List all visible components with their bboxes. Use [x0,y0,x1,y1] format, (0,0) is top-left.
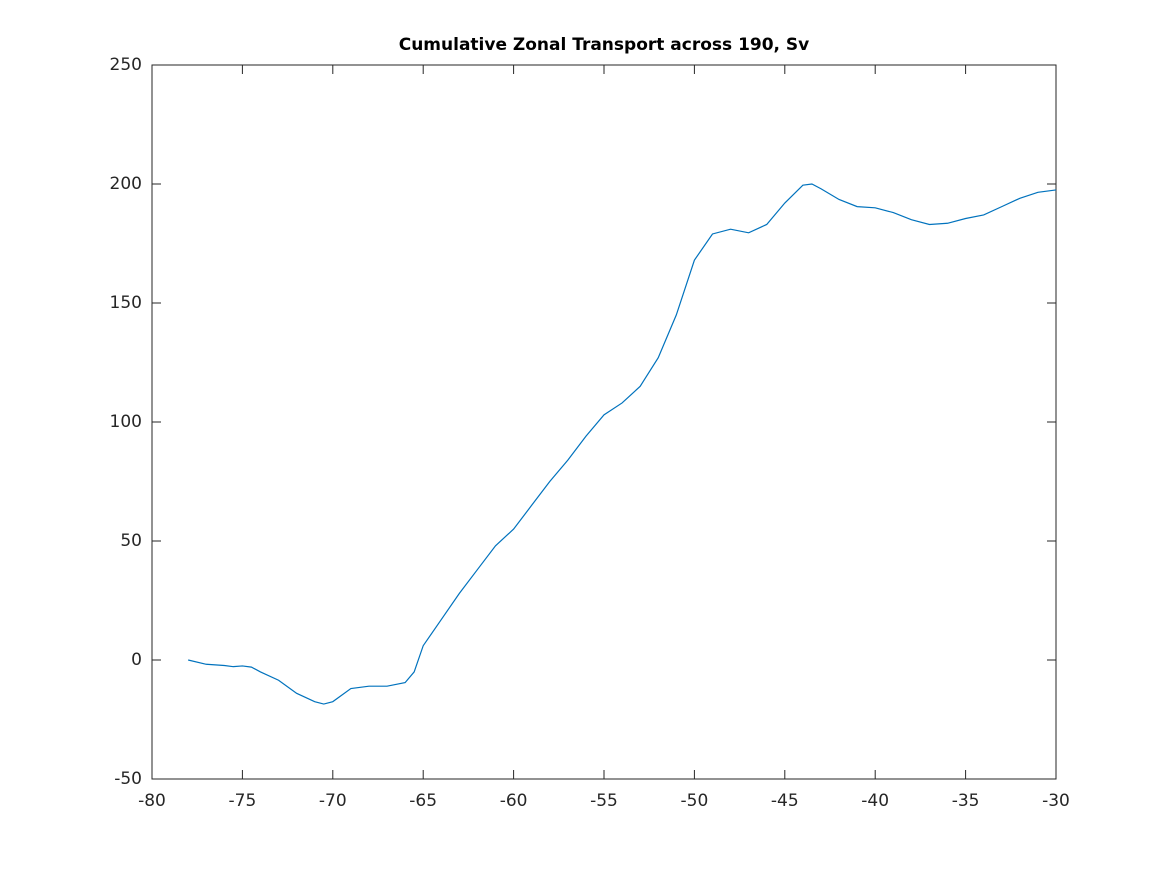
x-tick-label: -80 [138,791,166,811]
y-tick-label: 50 [120,531,142,551]
y-tick-label: 150 [110,293,142,313]
y-tick-label: -50 [114,769,142,789]
plot-frame [151,64,1057,780]
data-line [188,183,1057,705]
y-tick-label: 0 [131,650,142,670]
x-tick-label: -40 [861,791,889,811]
x-tick-label: -70 [319,791,347,811]
x-tick-label: -60 [500,791,528,811]
y-tick-label: 200 [110,174,142,194]
x-tick-label: -55 [590,791,618,811]
x-tick-label: -35 [952,791,980,811]
x-tick-label: -45 [771,791,799,811]
chart-title: Cumulative Zonal Transport across 190, S… [399,35,810,55]
x-tick-label: -30 [1042,791,1070,811]
x-tick-label: -50 [681,791,709,811]
y-tick-label: 100 [110,412,142,432]
x-tick-label: -75 [229,791,257,811]
x-tick-label: -65 [409,791,437,811]
y-tick-label: 250 [110,55,142,75]
